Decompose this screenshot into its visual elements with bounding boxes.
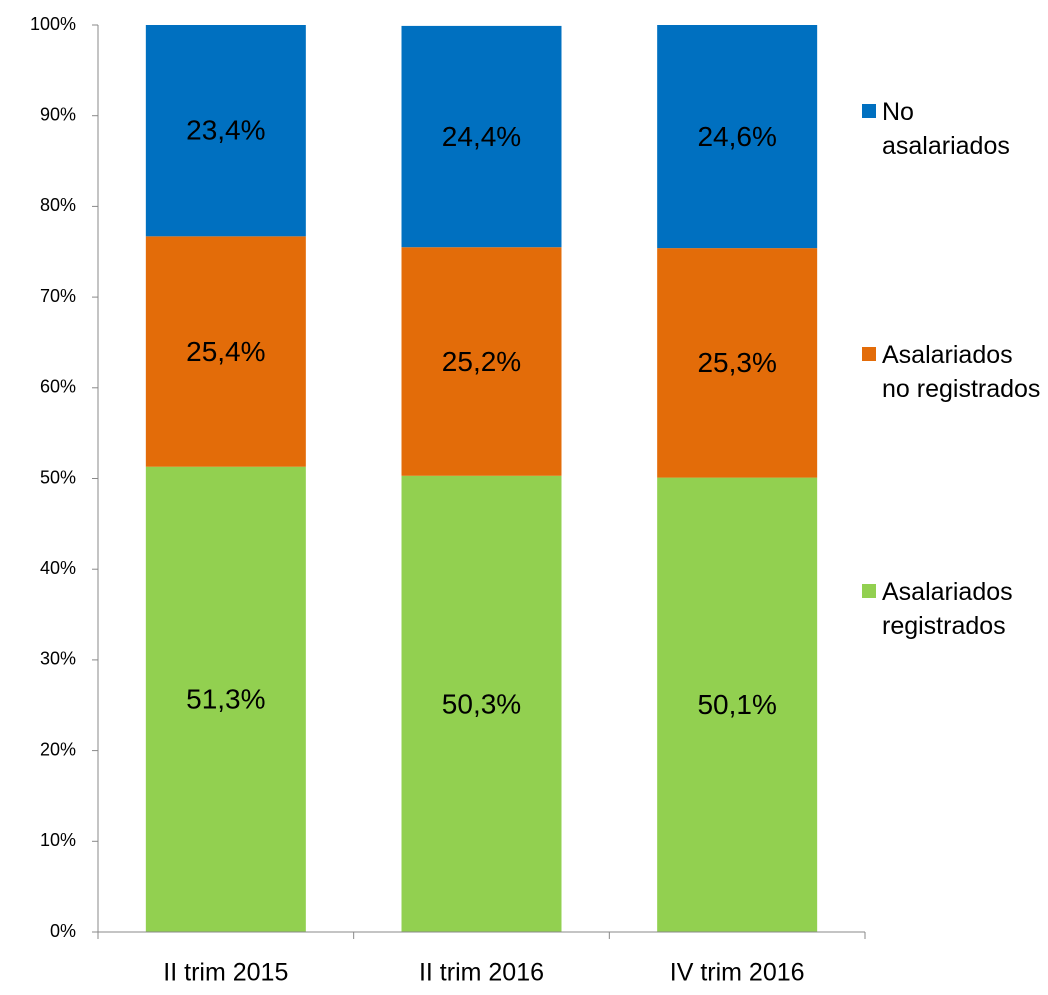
bar-segment	[145, 236, 306, 467]
bar-segment	[657, 477, 818, 932]
value-label: 23,4%	[186, 115, 265, 146]
legend-entry: Asalariados registrados	[862, 575, 1047, 643]
y-tick-label: 50%	[40, 467, 76, 487]
bar-segment	[145, 466, 306, 932]
x-tick-label: II trim 2016	[419, 959, 544, 987]
y-tick-label: 10%	[40, 830, 76, 850]
y-tick-label: 90%	[40, 104, 76, 124]
legend-label: Asalariados registrados	[882, 578, 1013, 640]
legend-entry: Asalariados no registrados	[862, 338, 1047, 406]
legend-label: Asalariados no registrados	[882, 341, 1041, 403]
bar-segment	[145, 25, 306, 237]
y-tick-label: 0%	[50, 921, 76, 941]
y-tick-label: 80%	[40, 195, 76, 215]
y-tick-label: 40%	[40, 558, 76, 578]
bar-segment	[401, 247, 562, 476]
x-tick-label: II trim 2015	[163, 959, 288, 987]
y-tick-label: 20%	[40, 739, 76, 759]
legend-label: No asalariados	[882, 98, 1010, 160]
plot-area	[145, 25, 818, 932]
bar-segment	[401, 25, 562, 248]
y-tick-label: 30%	[40, 649, 76, 669]
value-label: 25,4%	[186, 336, 265, 367]
bar-segment	[657, 248, 818, 478]
value-label: 51,3%	[186, 684, 265, 715]
value-label: 24,6%	[697, 121, 776, 152]
x-tick-label: IV trim 2016	[670, 959, 805, 987]
bar-segment	[657, 25, 818, 249]
value-label: 25,3%	[697, 347, 776, 378]
bar-segment	[401, 475, 562, 932]
legend-entry: No asalariados	[862, 95, 1047, 163]
value-label: 50,1%	[697, 689, 776, 720]
value-label: 24,4%	[442, 121, 521, 152]
y-tick-label: 70%	[40, 286, 76, 306]
value-label: 50,3%	[442, 688, 521, 719]
y-tick-label: 60%	[40, 377, 76, 397]
legend-swatch	[862, 104, 876, 118]
legend-swatch	[862, 584, 876, 598]
y-tick-label: 100%	[30, 14, 76, 34]
value-label: 25,2%	[442, 346, 521, 377]
legend-swatch	[862, 347, 876, 361]
